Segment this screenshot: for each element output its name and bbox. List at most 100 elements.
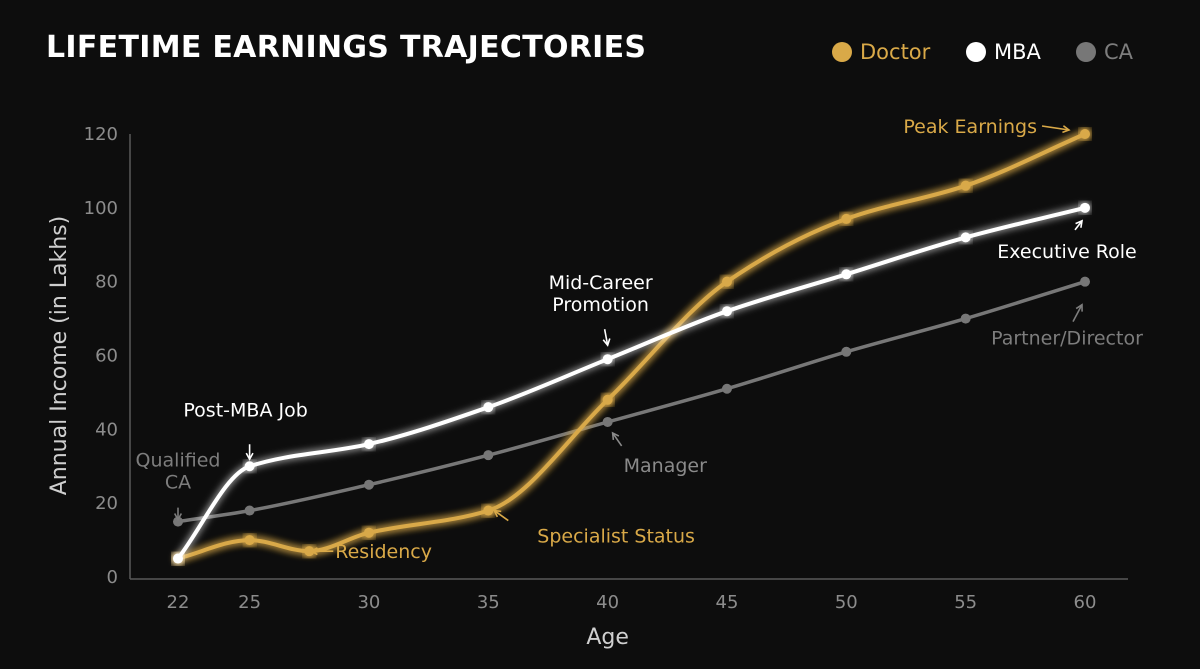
data-point-ca (363, 479, 374, 490)
data-point-doctor (363, 527, 374, 538)
x-tick-label: 55 (954, 592, 977, 613)
annotation-arrow (611, 431, 623, 447)
data-point-doctor (483, 505, 494, 516)
data-point-ca (960, 313, 971, 324)
data-point-doctor (841, 213, 852, 224)
arrow-head (602, 338, 611, 347)
series-layer (173, 129, 1090, 564)
x-tick-label: 60 (1074, 592, 1097, 613)
annotation-arrow (602, 329, 611, 347)
data-point-mba (363, 439, 374, 450)
data-point-mba (1080, 202, 1090, 213)
x-tick-label: 40 (596, 592, 619, 613)
y-tick-label: 20 (95, 493, 118, 514)
y-tick-label: 40 (95, 419, 118, 440)
y-axis-title: Annual Income (in Lakhs) (47, 216, 72, 496)
data-point-ca (841, 346, 852, 357)
series-mba (173, 202, 1090, 564)
annotation-label: Partner/Director (991, 328, 1143, 350)
data-point-mba (721, 306, 732, 317)
x-tick-label: 30 (357, 592, 380, 613)
data-point-doctor (960, 180, 971, 191)
legend-label: MBA (994, 40, 1042, 64)
arrow-head (1075, 219, 1084, 228)
annotation-label: Promotion (552, 294, 649, 316)
arrow-head (611, 431, 620, 440)
legend-swatch (1076, 42, 1096, 62)
annotation-partner-director: Partner/Director (991, 303, 1143, 350)
data-point-doctor (304, 546, 315, 557)
data-point-mba (244, 461, 255, 472)
data-point-ca (244, 505, 255, 516)
y-tick-label: 80 (95, 272, 118, 293)
legend-label: Doctor (860, 40, 931, 64)
arrow-head (309, 547, 318, 556)
annotation-arrow (245, 444, 254, 461)
y-tick-label: 120 (84, 124, 118, 145)
arrow-head (245, 452, 254, 461)
annotation-post-mba-job: Post-MBA Job (183, 399, 308, 461)
annotation-label: CA (165, 472, 191, 494)
annotation-arrow (1072, 303, 1083, 323)
annotation-arrow (1041, 125, 1071, 134)
annotation-arrow (492, 509, 509, 522)
data-point-ca (721, 383, 732, 394)
arrow-head (492, 509, 502, 518)
annotation-residency: Residency (309, 541, 432, 563)
arrow-shaft (603, 329, 609, 346)
data-point-mba (960, 232, 971, 243)
annotation-label: Manager (624, 455, 707, 477)
data-point-mba (173, 553, 183, 564)
series-ca (173, 276, 1090, 527)
annotation-label: Residency (335, 541, 432, 563)
series-line-mba (176, 205, 1087, 561)
legend: Doctor MBA CA (832, 40, 1134, 64)
legend-item-ca: CA (1076, 40, 1134, 64)
y-tick-label: 0 (107, 567, 118, 588)
legend-swatch (832, 42, 852, 62)
arrow-head (173, 513, 183, 522)
data-point-ca (602, 416, 613, 427)
annotation-specialist-status: Specialist Status (492, 509, 695, 548)
x-axis-title: Age (586, 625, 629, 650)
data-point-doctor (602, 394, 613, 405)
legend-item-mba: MBA (966, 40, 1042, 64)
series-line-ca (176, 279, 1087, 524)
annotation-peak-earnings: Peak Earnings (903, 116, 1071, 138)
data-point-ca (483, 450, 494, 461)
arrow-shaft (493, 509, 509, 522)
y-tick-label: 60 (95, 346, 118, 367)
annotation-executive-role: Executive Role (997, 219, 1137, 263)
x-tick-label: 35 (477, 592, 500, 613)
chart-title: LIFETIME EARNINGS TRAJECTORIES (46, 30, 647, 65)
legend-swatch (966, 42, 986, 62)
annotation-label: Executive Role (997, 241, 1137, 263)
annotation-label: Peak Earnings (903, 116, 1037, 138)
x-tick-label: 50 (835, 592, 858, 613)
data-point-mba (841, 269, 852, 280)
arrow-shaft (611, 432, 623, 447)
x-tick-label: 22 (167, 592, 190, 613)
data-point-ca (1080, 276, 1090, 287)
data-point-doctor (244, 535, 255, 546)
data-point-doctor (721, 276, 732, 287)
arrow-shaft (1072, 304, 1083, 323)
arrow-shaft (1074, 220, 1083, 231)
arrow-head (1075, 303, 1083, 312)
annotation-arrow (309, 547, 334, 556)
y-tick-label: 100 (84, 198, 118, 219)
data-point-ca (173, 516, 183, 527)
annotation-label: Qualified (136, 450, 221, 472)
annotation-manager: Manager (611, 431, 707, 477)
annotation-label: Post-MBA Job (183, 399, 307, 421)
arrow-shaft (1041, 125, 1070, 131)
axes: 22 25 30 35 40 45 50 55 60 0 20 40 60 80 100 120 Age Annu… (47, 124, 1128, 650)
x-tick-label: 45 (716, 592, 739, 613)
annotation-label: Specialist Status (537, 526, 695, 548)
legend-label: CA (1104, 40, 1134, 64)
x-tick-label: 25 (238, 592, 261, 613)
